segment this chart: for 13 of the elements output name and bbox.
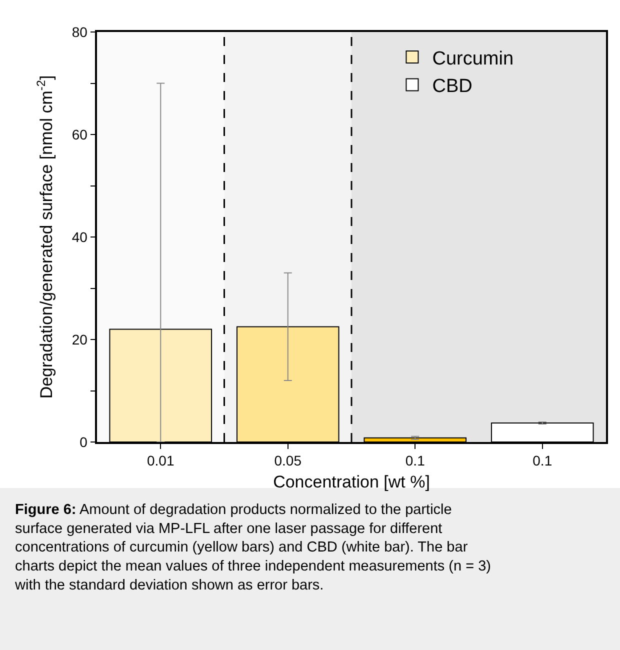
- y-tick-label: 60: [72, 126, 88, 142]
- x-tick-label: 0.05: [274, 452, 302, 469]
- y-tick-label: 20: [72, 331, 88, 348]
- legend-label: CBD: [432, 76, 472, 98]
- x-tick-label: 0.1: [532, 452, 552, 469]
- x-axis-title: Concentration [wt %]: [273, 472, 430, 492]
- y-tick-label: 80: [72, 24, 88, 40]
- legend-label: Curcumin: [432, 48, 514, 70]
- x-tick-label: 0.1: [405, 452, 426, 469]
- x-tick-label: 0.01: [147, 452, 174, 469]
- y-tick-label: 40: [72, 228, 88, 245]
- y-tick-label: 0: [80, 434, 88, 450]
- caption: Figure 6: Amount of degradation products normalized to the particle surface generated via MP-LFL after one laser passage for different concentrations of curcumin (yellow bars) and CBD (white bar). The bar charts depict the mean values of three independent measurements (n = 3) with the standard deviation shown as error bars.: [14, 502, 491, 594]
